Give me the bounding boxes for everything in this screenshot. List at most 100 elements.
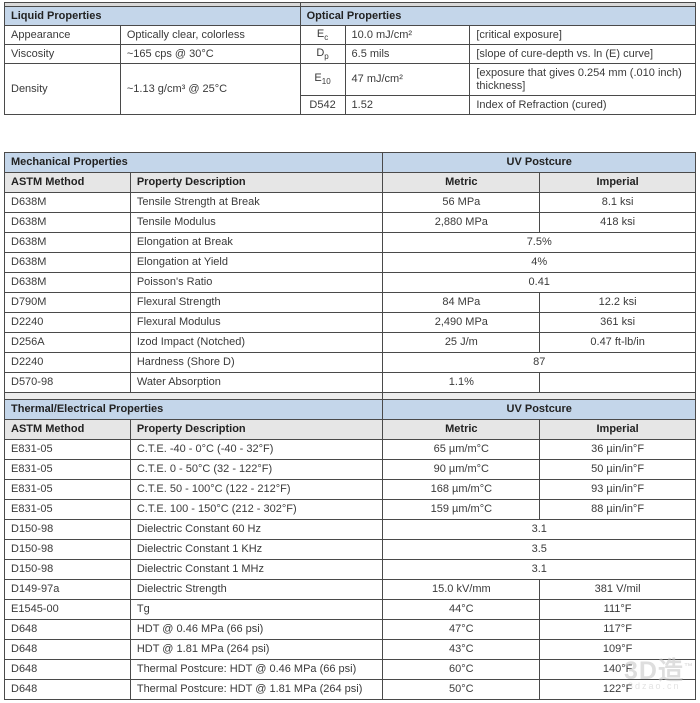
liquid-row: Viscosity ~165 cps @ 30°C <box>4 44 301 64</box>
property-description-cell: Izod Impact (Notched) <box>129 332 384 353</box>
table-row: E831-05 C.T.E. 100 - 150°C (212 - 302°F) 1… <box>4 499 696 520</box>
column-header: Metric <box>382 419 541 440</box>
combined-value-cell: 0.41 <box>382 272 696 293</box>
imperial-value-cell: 109°F <box>539 639 696 660</box>
imperial-value-cell: 122°F <box>539 679 696 700</box>
imperial-value-cell: 0.47 ft-lb/in <box>539 332 696 353</box>
metric-value-cell: 159 µm/m°C <box>382 499 541 520</box>
optical-description-cell: Index of Refraction (cured) <box>469 95 696 115</box>
table-row: D149-97a Dielectric Strength 15.0 kV/mm 381… <box>4 579 696 600</box>
optical-row: Dp 6.5 mils [slope of cure-depth vs. ln (E… <box>299 44 696 64</box>
liquid-tbody: Appearance Optically clear, colorless Visc… <box>4 25 301 115</box>
table-row: D790M Flexural Strength 84 MPa 12.2 ksi <box>4 292 696 313</box>
table-row: D570-98 Water Absorption 1.1% <box>4 372 696 393</box>
property-description-cell: Flexural Modulus <box>129 312 384 333</box>
combined-value-cell: 3.1 <box>382 559 696 580</box>
optical-value-cell: 10.0 mJ/cm² <box>344 25 471 45</box>
astm-method-cell: D256A <box>4 332 131 353</box>
spacer-cell <box>3 392 384 400</box>
symbol-base: E <box>316 27 325 40</box>
property-description-cell: Thermal Postcure: HDT @ 0.46 MPa (66 psi… <box>129 659 384 680</box>
metric-value-cell: 15.0 kV/mm <box>382 579 541 600</box>
column-header: Property Description <box>129 419 384 440</box>
optical-symbol-cell: D542 <box>299 95 346 115</box>
property-description-cell: C.T.E. 100 - 150°C (212 - 302°F) <box>129 499 384 520</box>
imperial-value-cell: 117°F <box>539 619 696 640</box>
imperial-value-cell: 381 V/mil <box>539 579 696 600</box>
imperial-value-cell: 12.2 ksi <box>539 292 696 313</box>
metric-value-cell: 1.1% <box>382 372 541 393</box>
symbol-base: D <box>316 46 325 59</box>
optical-value-cell: 47 mJ/cm² <box>344 63 471 96</box>
liquid-property-label: Viscosity <box>4 44 121 64</box>
astm-method-cell: D149-97a <box>4 579 131 600</box>
liquid-row: Density ~1.13 g/cm³ @ 25°C <box>4 63 301 115</box>
table-row: D638M Tensile Modulus 2,880 MPa 418 ksi <box>4 212 696 233</box>
metric-value-cell: 60°C <box>382 659 541 680</box>
property-description-cell: C.T.E. 50 - 100°C (122 - 212°F) <box>129 479 384 500</box>
section-title: Mechanical Properties <box>3 152 384 173</box>
property-description-cell: Dielectric Constant 1 KHz <box>129 539 384 560</box>
symbol-subscript: 10 <box>321 77 331 87</box>
table-row: D648 Thermal Postcure: HDT @ 0.46 MPa (66… <box>4 659 696 680</box>
table-row: E831-05 C.T.E. 0 - 50°C (32 - 122°F) 90 µm… <box>4 459 696 480</box>
table-row: D2240 Flexural Modulus 2,490 MPa 361 ksi <box>4 312 696 333</box>
section-title: Thermal/Electrical Properties <box>3 399 384 420</box>
optical-properties-title: Optical Properties <box>299 6 697 26</box>
metric-value-cell: 25 J/m <box>382 332 541 353</box>
astm-method-cell: D2240 <box>4 312 131 333</box>
column-header: ASTM Method <box>4 419 131 440</box>
imperial-value-cell: 93 µin/in°F <box>539 479 696 500</box>
table-row: D150-98 Dielectric Constant 1 MHz 3.1 <box>4 559 696 580</box>
liquid-property-value: Optically clear, colorless <box>119 25 301 45</box>
property-description-cell: Elongation at Yield <box>129 252 384 273</box>
metric-value-cell: 168 µm/m°C <box>382 479 541 500</box>
property-description-cell: Tensile Strength at Break <box>129 192 384 213</box>
table-row: D638M Poisson's Ratio 0.41 <box>4 272 696 293</box>
imperial-value-cell: 88 µin/in°F <box>539 499 696 520</box>
table-row: D648 Thermal Postcure: HDT @ 1.81 MPa (26… <box>4 679 696 700</box>
column-header-row: ASTM Method Property Description Metric Imp… <box>4 419 696 440</box>
symbol-subscript: c <box>324 33 329 42</box>
column-header: Property Description <box>129 172 384 193</box>
optical-symbol-cell: Dp <box>299 44 346 64</box>
astm-method-cell: D638M <box>4 212 131 233</box>
optical-description-cell: [critical exposure] <box>469 25 696 45</box>
property-description-cell: HDT @ 1.81 MPa (264 psi) <box>129 639 384 660</box>
metric-value-cell: 56 MPa <box>382 192 541 213</box>
section-header-row: Mechanical Properties UV Postcure <box>3 152 696 173</box>
astm-method-cell: E831-05 <box>4 479 131 500</box>
imperial-value-cell: 8.1 ksi <box>539 192 696 213</box>
symbol-base: E <box>314 72 322 85</box>
property-description-cell: Thermal Postcure: HDT @ 1.81 MPa (264 ps… <box>129 679 384 700</box>
astm-method-cell: E1545-00 <box>4 599 131 620</box>
astm-method-cell: D2240 <box>4 352 131 373</box>
astm-method-cell: D790M <box>4 292 131 313</box>
section-header-row: Thermal/Electrical Properties UV Postcure <box>3 399 696 420</box>
astm-method-cell: D648 <box>4 659 131 680</box>
table-row: E831-05 C.T.E. 50 - 100°C (122 - 212°F) 16… <box>4 479 696 500</box>
imperial-value-cell <box>539 372 696 393</box>
column-header-row: ASTM Method Property Description Metric Imp… <box>4 172 696 193</box>
optical-row: D542 1.52 Index of Refraction (cured) <box>299 95 696 115</box>
property-description-cell: Elongation at Break <box>129 232 384 253</box>
liquid-property-value: ~165 cps @ 30°C <box>119 44 301 64</box>
table-row: D648 HDT @ 0.46 MPa (66 psi) 47°C 117°F <box>4 619 696 640</box>
spacer-cell <box>382 392 696 400</box>
table-row: D638M Elongation at Break 7.5% <box>4 232 696 253</box>
astm-method-cell: E831-05 <box>4 439 131 460</box>
property-description-cell: Dielectric Constant 60 Hz <box>129 519 384 540</box>
optical-tbody: Ec 10.0 mJ/cm² [critical exposure] Dp 6.5 mi… <box>299 25 696 115</box>
astm-method-cell: D638M <box>4 252 131 273</box>
property-description-cell: Dielectric Constant 1 MHz <box>129 559 384 580</box>
optical-value-cell: 1.52 <box>344 95 471 115</box>
imperial-value-cell: 36 µin/in°F <box>539 439 696 460</box>
liquid-properties-title: Liquid Properties <box>4 6 301 26</box>
table-row: D648 HDT @ 1.81 MPa (264 psi) 43°C 109°F <box>4 639 696 660</box>
imperial-value-cell: 418 ksi <box>539 212 696 233</box>
astm-method-cell: D150-98 <box>4 519 131 540</box>
property-description-cell: HDT @ 0.46 MPa (66 psi) <box>129 619 384 640</box>
combined-value-cell: 87 <box>382 352 696 373</box>
liquid-property-value: ~1.13 g/cm³ @ 25°C <box>119 63 301 115</box>
optical-row: Ec 10.0 mJ/cm² [critical exposure] <box>299 25 696 45</box>
